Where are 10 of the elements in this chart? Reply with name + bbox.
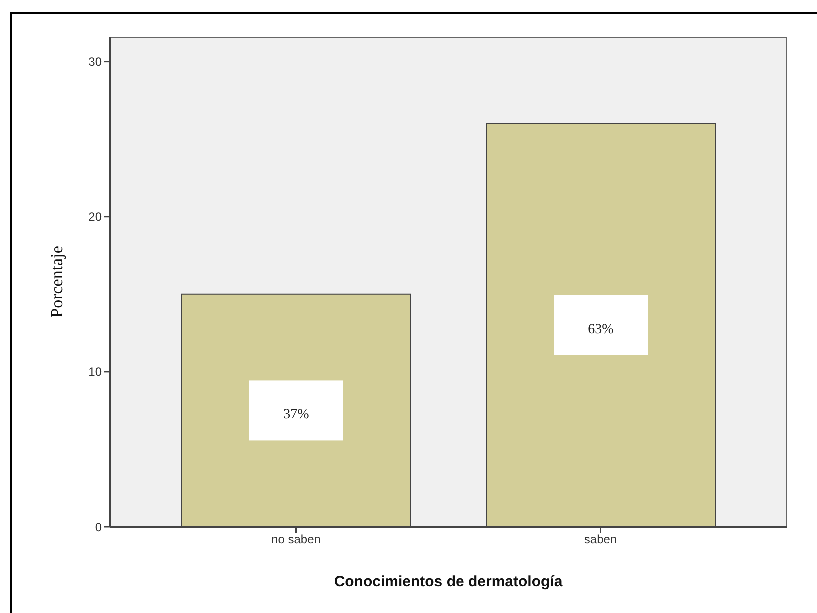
x-axis-title: Conocimientos de dermatología [334, 574, 564, 590]
y-axis-title: Porcentaje [48, 246, 66, 318]
y-tick-label: 0 [95, 520, 102, 534]
y-tick-label: 30 [88, 55, 102, 70]
annotation: 63% [588, 322, 614, 338]
x-tick-label: no saben [272, 532, 321, 547]
y-tick-label: 20 [88, 210, 102, 224]
y-tick-label: 10 [88, 365, 102, 380]
x-tick-label: saben [584, 532, 618, 547]
annotation: 37% [284, 408, 310, 423]
